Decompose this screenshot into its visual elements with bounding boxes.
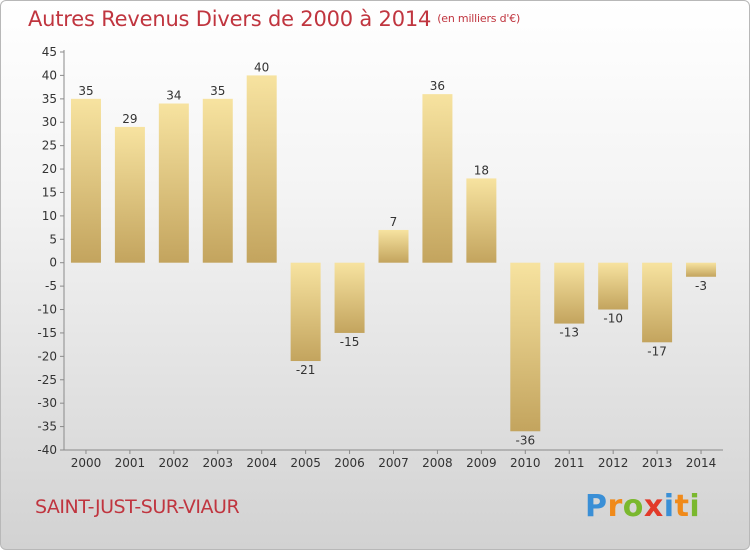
value-label-2010: -36 <box>515 433 535 447</box>
value-label-2005: -21 <box>296 363 316 377</box>
logo-letter: x <box>643 489 664 524</box>
logo-letter: o <box>622 489 644 524</box>
y-tick-label: -35 <box>37 420 57 434</box>
bar-2013 <box>642 262 673 343</box>
x-tick-label-2008: 2008 <box>422 456 453 470</box>
x-tick-label-2001: 2001 <box>115 456 146 470</box>
x-tick-label-2014: 2014 <box>686 456 717 470</box>
y-tick-label: 30 <box>42 115 57 129</box>
value-label-2012: -10 <box>603 312 623 326</box>
bar-2010 <box>510 262 541 432</box>
x-tick-label-2013: 2013 <box>642 456 673 470</box>
x-tick-label-2003: 2003 <box>202 456 233 470</box>
y-tick-label: 20 <box>42 162 57 176</box>
bar-2001 <box>114 126 145 263</box>
bar-2005 <box>290 262 321 362</box>
y-tick-label: 10 <box>42 209 57 223</box>
bar-2014 <box>686 262 717 277</box>
value-label-2004: 40 <box>254 60 269 74</box>
bar-2006 <box>334 262 365 333</box>
value-label-2000: 35 <box>78 84 93 98</box>
x-tick-label-2005: 2005 <box>290 456 321 470</box>
y-tick-label: 15 <box>42 185 57 199</box>
value-labels: 35 29 34 35 40 -21 -15 7 36 18 -36 -13 -10 -17 -3 <box>78 60 707 447</box>
value-label-2001: 29 <box>122 112 137 126</box>
municipality-label: SAINT-JUST-SUR-VIAUR <box>35 496 240 518</box>
x-axis: 2000 2001 2002 2003 2004 2005 2006 2007 2008 2009… <box>64 449 723 470</box>
bar-2011 <box>554 262 585 324</box>
bar-2012 <box>598 262 629 310</box>
chart-title: Autres Revenus Divers de 2000 à 2014 (en … <box>28 7 520 31</box>
value-label-2007: 7 <box>390 215 398 229</box>
bar-2007 <box>378 229 409 263</box>
y-tick-label: 35 <box>42 92 57 106</box>
value-label-2003: 35 <box>210 84 225 98</box>
logo-letter: P <box>585 489 608 524</box>
x-tick-label-2002: 2002 <box>159 456 190 470</box>
bars <box>70 75 717 432</box>
value-label-2009: 18 <box>474 163 489 177</box>
bar-2004 <box>246 75 277 263</box>
y-tick-label: 40 <box>42 68 57 82</box>
x-tick-label-2009: 2009 <box>466 456 497 470</box>
y-tick-label: 5 <box>49 232 57 246</box>
chart-title-unit: (en milliers d'€) <box>437 12 521 25</box>
x-tick-label-2010: 2010 <box>510 456 541 470</box>
bar-2002 <box>158 103 189 263</box>
value-label-2002: 34 <box>166 89 181 103</box>
y-tick-label: -10 <box>37 303 57 317</box>
x-tick-label-2000: 2000 <box>71 456 102 470</box>
y-tick-label: -5 <box>45 279 57 293</box>
value-label-2008: 36 <box>430 79 445 93</box>
logo-letter: t <box>674 489 690 524</box>
bar-2000 <box>70 98 101 263</box>
x-tick-label-2011: 2011 <box>554 456 585 470</box>
chart-title-text: Autres Revenus Divers de 2000 à 2014 <box>28 7 432 31</box>
y-tick-label: -25 <box>37 373 57 387</box>
proxiti-logo: Proxiti <box>585 489 700 524</box>
bar-2008 <box>422 94 453 263</box>
y-tick-label: 0 <box>49 256 57 270</box>
bar-2003 <box>202 98 233 263</box>
logo-letter: i <box>689 489 701 524</box>
y-tick-label: 45 <box>42 45 57 59</box>
x-tick-label-2006: 2006 <box>334 456 365 470</box>
value-label-2013: -17 <box>647 344 667 358</box>
y-tick-label: -20 <box>37 349 57 363</box>
y-tick-label: -40 <box>37 443 57 457</box>
value-label-2014: -3 <box>695 279 707 293</box>
value-label-2006: -15 <box>340 335 360 349</box>
x-tick-label-2007: 2007 <box>378 456 409 470</box>
y-axis: 45 40 35 30 25 20 15 10 5 0 -5 -10 -15 -20 -25 -30 -35 -4… <box>37 45 65 457</box>
bar-2009 <box>466 178 497 263</box>
y-tick-label: 25 <box>42 139 57 153</box>
logo-letter: i <box>663 489 675 524</box>
x-tick-label-2004: 2004 <box>246 456 277 470</box>
value-label-2011: -13 <box>559 326 579 340</box>
x-tick-label-2012: 2012 <box>598 456 629 470</box>
y-tick-label: -15 <box>37 326 57 340</box>
y-tick-label: -30 <box>37 396 57 410</box>
logo-letter: r <box>607 489 623 524</box>
